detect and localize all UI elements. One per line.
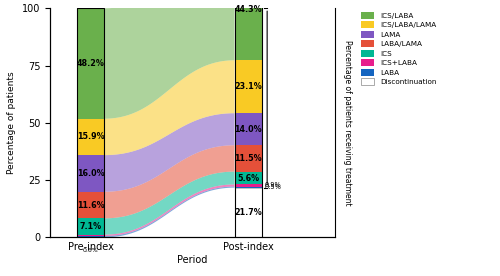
Text: 15.9%: 15.9% bbox=[77, 132, 104, 141]
Polygon shape bbox=[104, 187, 234, 237]
Bar bbox=[234, 60, 262, 113]
Text: 0.6%: 0.6% bbox=[83, 248, 98, 253]
Polygon shape bbox=[104, 145, 234, 218]
Bar bbox=[77, 155, 104, 192]
Polygon shape bbox=[104, 113, 234, 192]
Bar bbox=[234, 188, 262, 237]
Bar bbox=[234, 113, 262, 145]
Text: 7.1%: 7.1% bbox=[80, 222, 102, 231]
Bar bbox=[234, 184, 262, 187]
Text: 23.1%: 23.1% bbox=[234, 82, 262, 91]
Bar bbox=[234, 187, 262, 188]
Polygon shape bbox=[104, 0, 234, 119]
Bar bbox=[77, 218, 104, 235]
Text: 5.6%: 5.6% bbox=[237, 174, 259, 182]
Bar bbox=[234, 172, 262, 184]
Text: 16.0%: 16.0% bbox=[77, 169, 104, 178]
Polygon shape bbox=[104, 184, 234, 236]
Text: 21.7%: 21.7% bbox=[234, 208, 262, 217]
Text: 44.3%: 44.3% bbox=[234, 5, 262, 14]
Bar bbox=[77, 8, 104, 119]
X-axis label: Period: Period bbox=[178, 255, 208, 265]
Text: 14.0%: 14.0% bbox=[234, 125, 262, 134]
Bar bbox=[234, 0, 262, 237]
Legend: ICS/LABA, ICS/LABA/LAMA, LAMA, LABA/LAMA, ICS, ICS+LABA, LABA, Discontinuation: ICS/LABA, ICS/LABA/LAMA, LAMA, LABA/LAMA… bbox=[362, 12, 436, 85]
Bar bbox=[234, 0, 262, 60]
Bar bbox=[77, 236, 104, 237]
Text: 11.5%: 11.5% bbox=[234, 154, 262, 163]
Text: 48.2%: 48.2% bbox=[77, 59, 104, 68]
Bar bbox=[77, 192, 104, 218]
Text: 11.6%: 11.6% bbox=[77, 201, 104, 209]
Text: 0.9%: 0.9% bbox=[264, 182, 281, 189]
Y-axis label: Percentage of patients receiving treatment: Percentage of patients receiving treatme… bbox=[344, 40, 352, 206]
Bar bbox=[77, 119, 104, 155]
Bar bbox=[77, 8, 104, 237]
Text: 0.5%: 0.5% bbox=[264, 184, 281, 190]
Polygon shape bbox=[104, 172, 234, 235]
Bar bbox=[234, 145, 262, 172]
Bar bbox=[77, 235, 104, 236]
Y-axis label: Percentage of patients: Percentage of patients bbox=[8, 71, 16, 174]
Polygon shape bbox=[104, 60, 234, 155]
